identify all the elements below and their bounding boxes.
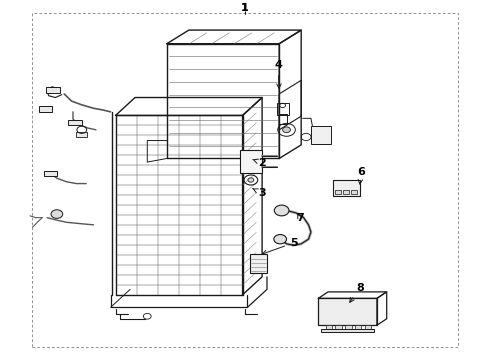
Text: 8: 8	[350, 283, 364, 302]
Bar	[321, 329, 374, 332]
Circle shape	[274, 234, 287, 244]
Text: 1: 1	[241, 3, 249, 13]
Bar	[76, 132, 87, 137]
Bar	[335, 190, 341, 194]
Circle shape	[283, 127, 291, 133]
Bar	[32, 13, 458, 347]
Circle shape	[51, 210, 63, 219]
Bar	[68, 120, 82, 126]
Bar	[277, 103, 289, 116]
Bar	[311, 126, 331, 144]
Text: 6: 6	[357, 167, 365, 184]
Bar	[279, 114, 287, 125]
Text: 5: 5	[262, 238, 297, 255]
Bar	[355, 324, 361, 329]
Text: 4: 4	[274, 60, 282, 88]
Bar	[240, 149, 262, 173]
Bar	[343, 190, 349, 194]
Bar	[326, 324, 332, 329]
Bar	[318, 298, 377, 325]
Text: 3: 3	[253, 188, 266, 198]
Bar	[44, 171, 57, 176]
Text: 7: 7	[296, 213, 304, 222]
Bar	[39, 106, 52, 112]
Bar	[250, 253, 267, 273]
Circle shape	[274, 205, 289, 216]
Bar	[365, 324, 371, 329]
Bar	[351, 190, 357, 194]
Bar	[333, 180, 360, 196]
Text: 1: 1	[241, 3, 249, 13]
Circle shape	[248, 178, 254, 182]
Bar	[335, 324, 342, 329]
Bar	[345, 324, 351, 329]
Text: 2: 2	[253, 158, 266, 168]
Bar	[46, 87, 60, 93]
